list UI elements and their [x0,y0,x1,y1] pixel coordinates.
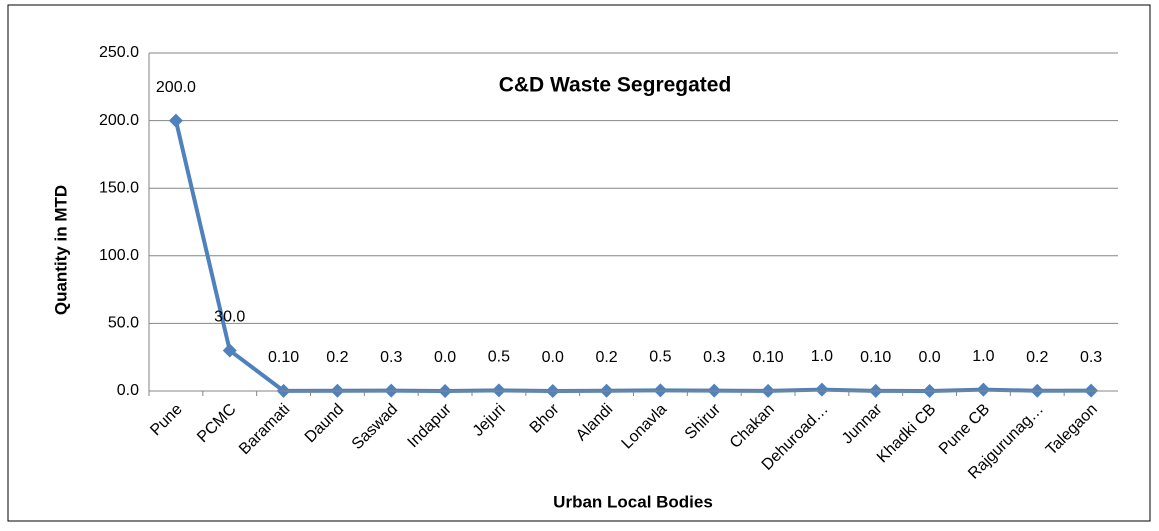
x-axis-title: Urban Local Bodies [553,492,713,511]
data-label: 0.3 [380,349,402,366]
y-tick-label: 250.0 [99,44,139,61]
data-label: 0.2 [1026,349,1048,366]
data-point [222,343,237,358]
y-axis-title: Quantity in MTD [51,185,70,315]
data-point [168,113,183,128]
data-label: 0.2 [595,349,617,366]
y-tick-label: 100.0 [99,247,139,264]
data-label: 1.0 [811,348,833,365]
data-label: 0.2 [326,349,348,366]
data-label: 0.5 [488,349,510,366]
data-point [976,382,991,397]
data-label: 0.3 [1080,349,1102,366]
data-point [491,383,506,398]
chart-title: C&D Waste Segregated [499,74,732,97]
data-label: 0.0 [918,349,940,366]
data-label: 0.10 [860,349,891,366]
data-label: 0.0 [434,349,456,366]
data-label: 0.5 [649,349,671,366]
data-label: 200.0 [156,79,196,96]
data-label: 0.10 [753,349,784,366]
data-label: 0.0 [542,349,564,366]
data-label: 0.3 [703,349,725,366]
data-point [814,382,829,397]
y-tick-label: 0.0 [117,382,139,399]
data-label: 30.0 [214,309,245,326]
chart-frame [7,4,1151,522]
data-label: 0.10 [268,349,299,366]
data-point [653,383,668,398]
y-tick-label: 150.0 [99,179,139,196]
y-tick-label: 200.0 [99,112,139,129]
data-label: 1.0 [972,348,994,365]
y-tick-label: 50.0 [108,315,139,332]
